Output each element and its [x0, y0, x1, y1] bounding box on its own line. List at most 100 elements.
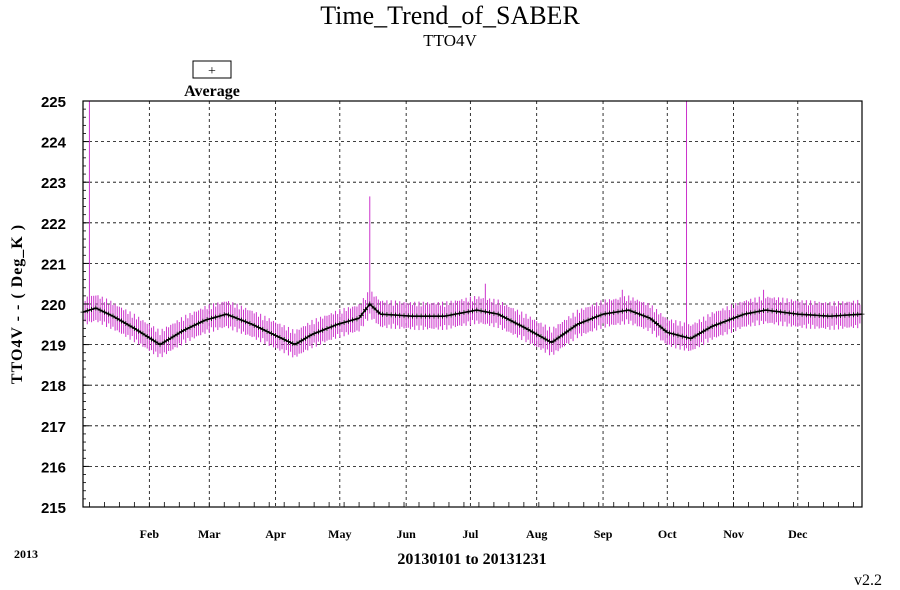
average-marker	[226, 312, 232, 318]
y-tick-label: 224	[41, 135, 67, 152]
average-marker	[273, 332, 279, 338]
average-marker	[778, 309, 784, 315]
average-marker	[474, 307, 480, 313]
average-marker	[731, 315, 737, 321]
average-marker	[174, 331, 180, 337]
average-marker	[675, 332, 681, 338]
average-marker	[692, 333, 698, 339]
average-marker	[260, 326, 266, 332]
average-marker	[709, 323, 715, 329]
average-marker	[534, 331, 540, 337]
average-marker	[410, 313, 416, 319]
average-marker	[559, 332, 565, 338]
average-marker	[825, 313, 831, 319]
average-marker	[632, 310, 638, 316]
average-marker	[230, 314, 236, 320]
average-marker	[89, 306, 95, 312]
average-marker	[495, 311, 501, 317]
average-marker	[148, 336, 154, 342]
y-tick-label: 215	[41, 500, 66, 517]
average-marker	[478, 308, 484, 314]
average-marker	[594, 314, 600, 320]
average-marker	[392, 312, 398, 318]
x-axis: Feb Mar Apr May Jun Jul Aug Sep Oct Nov Dec	[89, 502, 854, 541]
average-marker	[247, 320, 253, 326]
average-marker	[153, 339, 159, 345]
average-marker	[547, 338, 553, 344]
x-axis-label: 20130101 to 20131231	[397, 551, 546, 568]
average-marker	[598, 312, 604, 318]
average-marker	[799, 311, 805, 317]
average-marker	[431, 313, 437, 319]
average-marker	[572, 323, 578, 329]
average-marker	[551, 338, 557, 344]
average-marker	[769, 308, 775, 314]
average-marker	[371, 305, 377, 311]
average-marker	[482, 309, 488, 315]
average-marker	[470, 308, 475, 314]
average-marker	[114, 316, 120, 322]
average-marker	[127, 323, 133, 329]
average-marker	[512, 320, 518, 326]
average-marker	[320, 327, 326, 333]
average-marker	[615, 309, 621, 315]
average-marker	[589, 315, 595, 321]
average-marker	[337, 321, 343, 327]
average-marker	[384, 312, 390, 318]
average-marker	[756, 308, 762, 314]
average-marker	[333, 322, 339, 328]
average-marker	[157, 342, 163, 348]
average-marker	[795, 311, 801, 317]
legend-box	[192, 60, 232, 79]
average-marker	[816, 313, 822, 319]
average-marker	[803, 312, 809, 318]
average-marker	[448, 312, 454, 318]
y-axis: 215 216 217 218 219 220 221 222 223 224 225	[41, 94, 89, 517]
month-label: Jul	[462, 527, 479, 541]
average-marker	[735, 314, 741, 320]
chart-subtitle: TTO4V	[423, 31, 477, 50]
average-marker	[422, 313, 428, 319]
y-axis-label: TTO4V - - ( Deg_K )	[9, 224, 26, 384]
average-marker	[581, 319, 587, 325]
month-label: Oct	[658, 527, 677, 541]
y-tick-label: 222	[41, 216, 66, 233]
average-marker	[345, 318, 351, 324]
average-marker	[641, 313, 647, 319]
average-marker	[658, 324, 664, 330]
average-marker	[671, 331, 677, 337]
average-marker	[521, 324, 527, 330]
average-marker	[208, 315, 214, 321]
average-marker	[808, 312, 814, 318]
average-marker	[397, 312, 403, 318]
average-marker	[739, 312, 745, 318]
y-tick-label: 216	[41, 459, 66, 476]
average-marker	[701, 328, 707, 334]
average-marker	[315, 329, 321, 335]
average-marker	[140, 331, 146, 337]
average-marker	[380, 311, 386, 317]
average-marker	[606, 310, 612, 316]
month-label: Feb	[140, 527, 160, 541]
average-marker	[97, 307, 103, 313]
average-marker	[752, 309, 758, 315]
average-marker	[119, 318, 125, 324]
average-marker	[812, 312, 818, 318]
month-label: May	[328, 527, 351, 541]
average-marker	[101, 309, 107, 315]
y-tick-label: 218	[41, 378, 66, 395]
average-marker	[773, 308, 779, 314]
average-marker	[761, 307, 767, 313]
year-label: 2013	[14, 547, 38, 561]
y-tick-label: 219	[41, 338, 66, 355]
average-marker	[388, 312, 394, 318]
average-marker	[782, 310, 788, 316]
average-marker	[341, 319, 347, 325]
average-marker	[748, 310, 754, 316]
average-marker	[170, 334, 176, 340]
average-marker	[367, 301, 373, 307]
average-marker	[444, 313, 450, 319]
average-marker	[833, 313, 839, 319]
average-marker	[255, 324, 261, 330]
